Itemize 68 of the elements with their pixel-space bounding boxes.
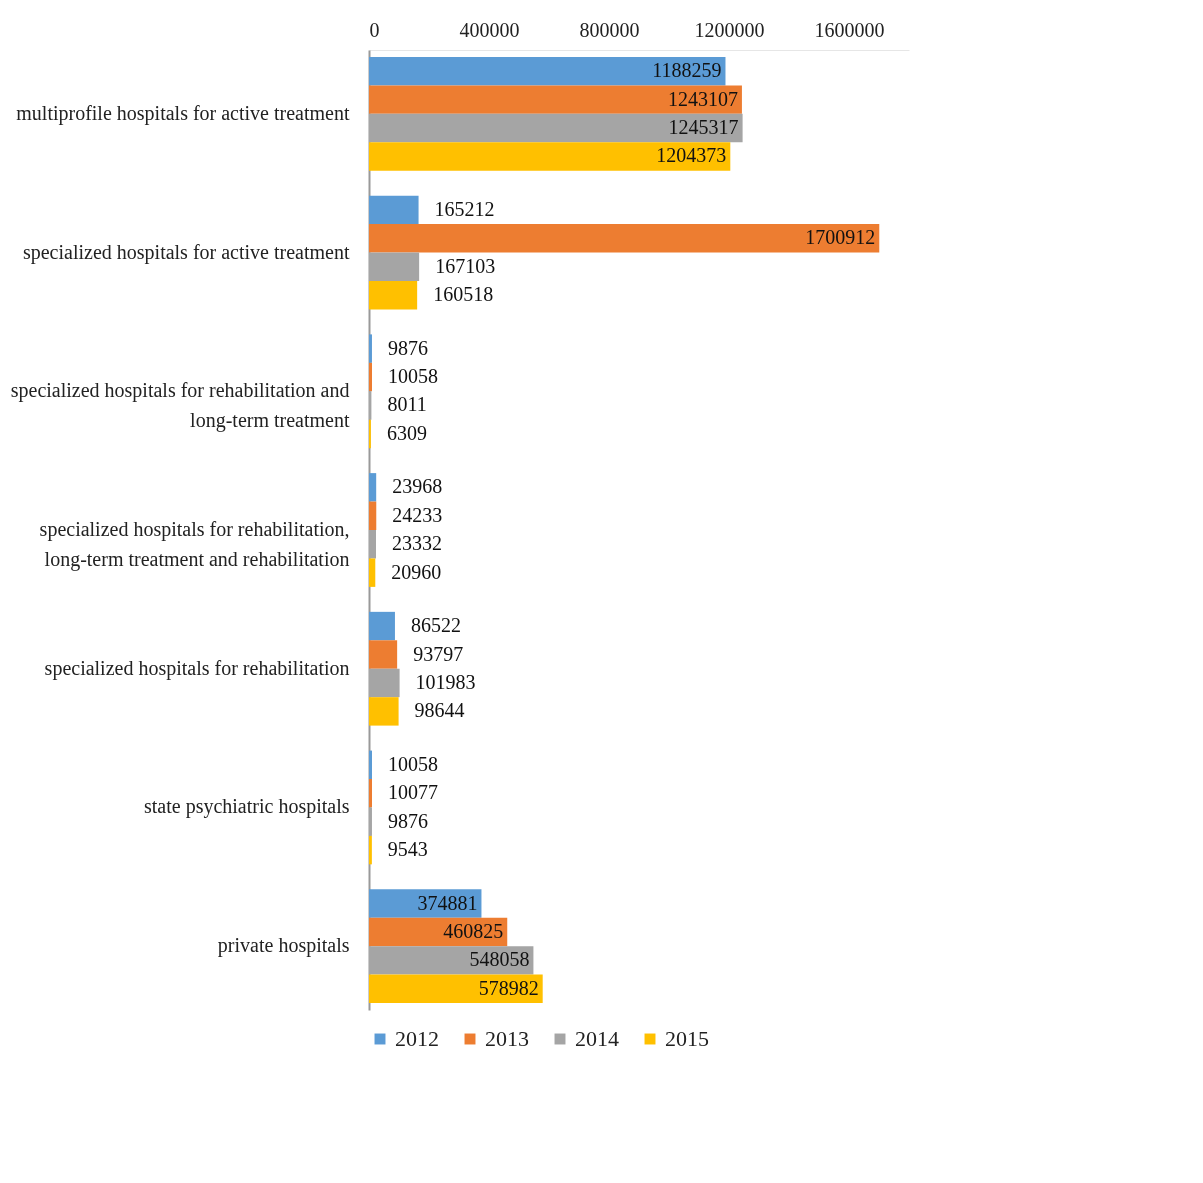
bar bbox=[369, 558, 376, 587]
bar bbox=[369, 252, 420, 281]
y-tick-label: specialized hospitals for rehabilitation, long-term treatment and rehabilitation bbox=[39, 518, 350, 571]
data-label: 578982 bbox=[478, 976, 539, 999]
y-tick-label: private hospitals bbox=[217, 934, 350, 958]
bar bbox=[369, 640, 398, 669]
data-label: 98644 bbox=[414, 699, 465, 722]
data-label: 24233 bbox=[392, 503, 443, 526]
y-tick-label: specialized hospitals for rehabilitation and long-term treatment bbox=[10, 379, 350, 433]
x-tick-label: 1600000 bbox=[814, 18, 885, 41]
bar bbox=[369, 142, 731, 171]
data-label: 20960 bbox=[391, 560, 442, 583]
x-tick-label: 800000 bbox=[579, 18, 640, 41]
data-label: 6309 bbox=[386, 421, 427, 444]
data-label: 101983 bbox=[415, 670, 476, 693]
bar bbox=[369, 807, 372, 836]
legend-label: 2014 bbox=[575, 1026, 619, 1051]
x-tick-label: 1200000 bbox=[694, 18, 765, 41]
data-label: 10058 bbox=[388, 752, 439, 775]
x-tick-label: 400000 bbox=[459, 18, 520, 41]
bar bbox=[369, 195, 419, 225]
data-label: 10058 bbox=[388, 365, 439, 388]
data-label: 93797 bbox=[413, 642, 464, 665]
bar bbox=[369, 611, 395, 641]
data-label: 9876 bbox=[387, 809, 428, 832]
bar bbox=[369, 697, 399, 726]
data-label: 460825 bbox=[443, 919, 504, 942]
bar bbox=[369, 779, 373, 808]
bar bbox=[369, 334, 372, 363]
data-label: 10077 bbox=[388, 781, 439, 804]
x-tick-label: 0 bbox=[369, 18, 380, 41]
legend-label: 2015 bbox=[665, 1026, 709, 1051]
bar bbox=[369, 668, 400, 698]
data-label: 86522 bbox=[410, 614, 461, 637]
data-label: 9876 bbox=[387, 336, 428, 359]
data-label: 8011 bbox=[387, 393, 427, 416]
data-label: 1700912 bbox=[805, 226, 876, 249]
bar bbox=[369, 362, 373, 392]
data-label: 167103 bbox=[435, 254, 496, 277]
data-label: 1245317 bbox=[668, 116, 739, 139]
bar bbox=[369, 946, 534, 975]
bar bbox=[369, 974, 543, 1004]
legend-label: 2013 bbox=[485, 1026, 529, 1051]
legend-label: 2012 bbox=[395, 1026, 439, 1051]
y-tick-label: specialized hospitals for active treatment bbox=[22, 240, 350, 264]
data-label: 1188259 bbox=[652, 59, 722, 82]
bar bbox=[369, 501, 377, 530]
bar bbox=[369, 280, 418, 310]
bar bbox=[369, 56, 726, 86]
y-tick-label: multiprofile hospitals for active treatment bbox=[16, 101, 350, 125]
data-label: 23968 bbox=[392, 475, 443, 498]
y-tick-label: specialized hospitals for rehabilitation bbox=[44, 656, 350, 680]
bar bbox=[369, 224, 880, 253]
data-label: 23332 bbox=[392, 532, 442, 555]
data-label: 1243107 bbox=[667, 87, 738, 110]
bar bbox=[369, 85, 742, 114]
data-label: 1204373 bbox=[656, 144, 727, 167]
data-label: 165212 bbox=[434, 197, 495, 220]
bar bbox=[369, 473, 377, 502]
y-tick-label: state psychiatric hospitals bbox=[143, 795, 350, 819]
bar bbox=[369, 835, 372, 865]
data-label: 374881 bbox=[417, 891, 478, 914]
bar bbox=[369, 750, 373, 780]
data-label: 548058 bbox=[469, 948, 530, 971]
data-label: 160518 bbox=[433, 283, 494, 306]
bar bbox=[369, 113, 743, 143]
bar bbox=[369, 530, 376, 559]
data-label: 9543 bbox=[387, 838, 428, 861]
